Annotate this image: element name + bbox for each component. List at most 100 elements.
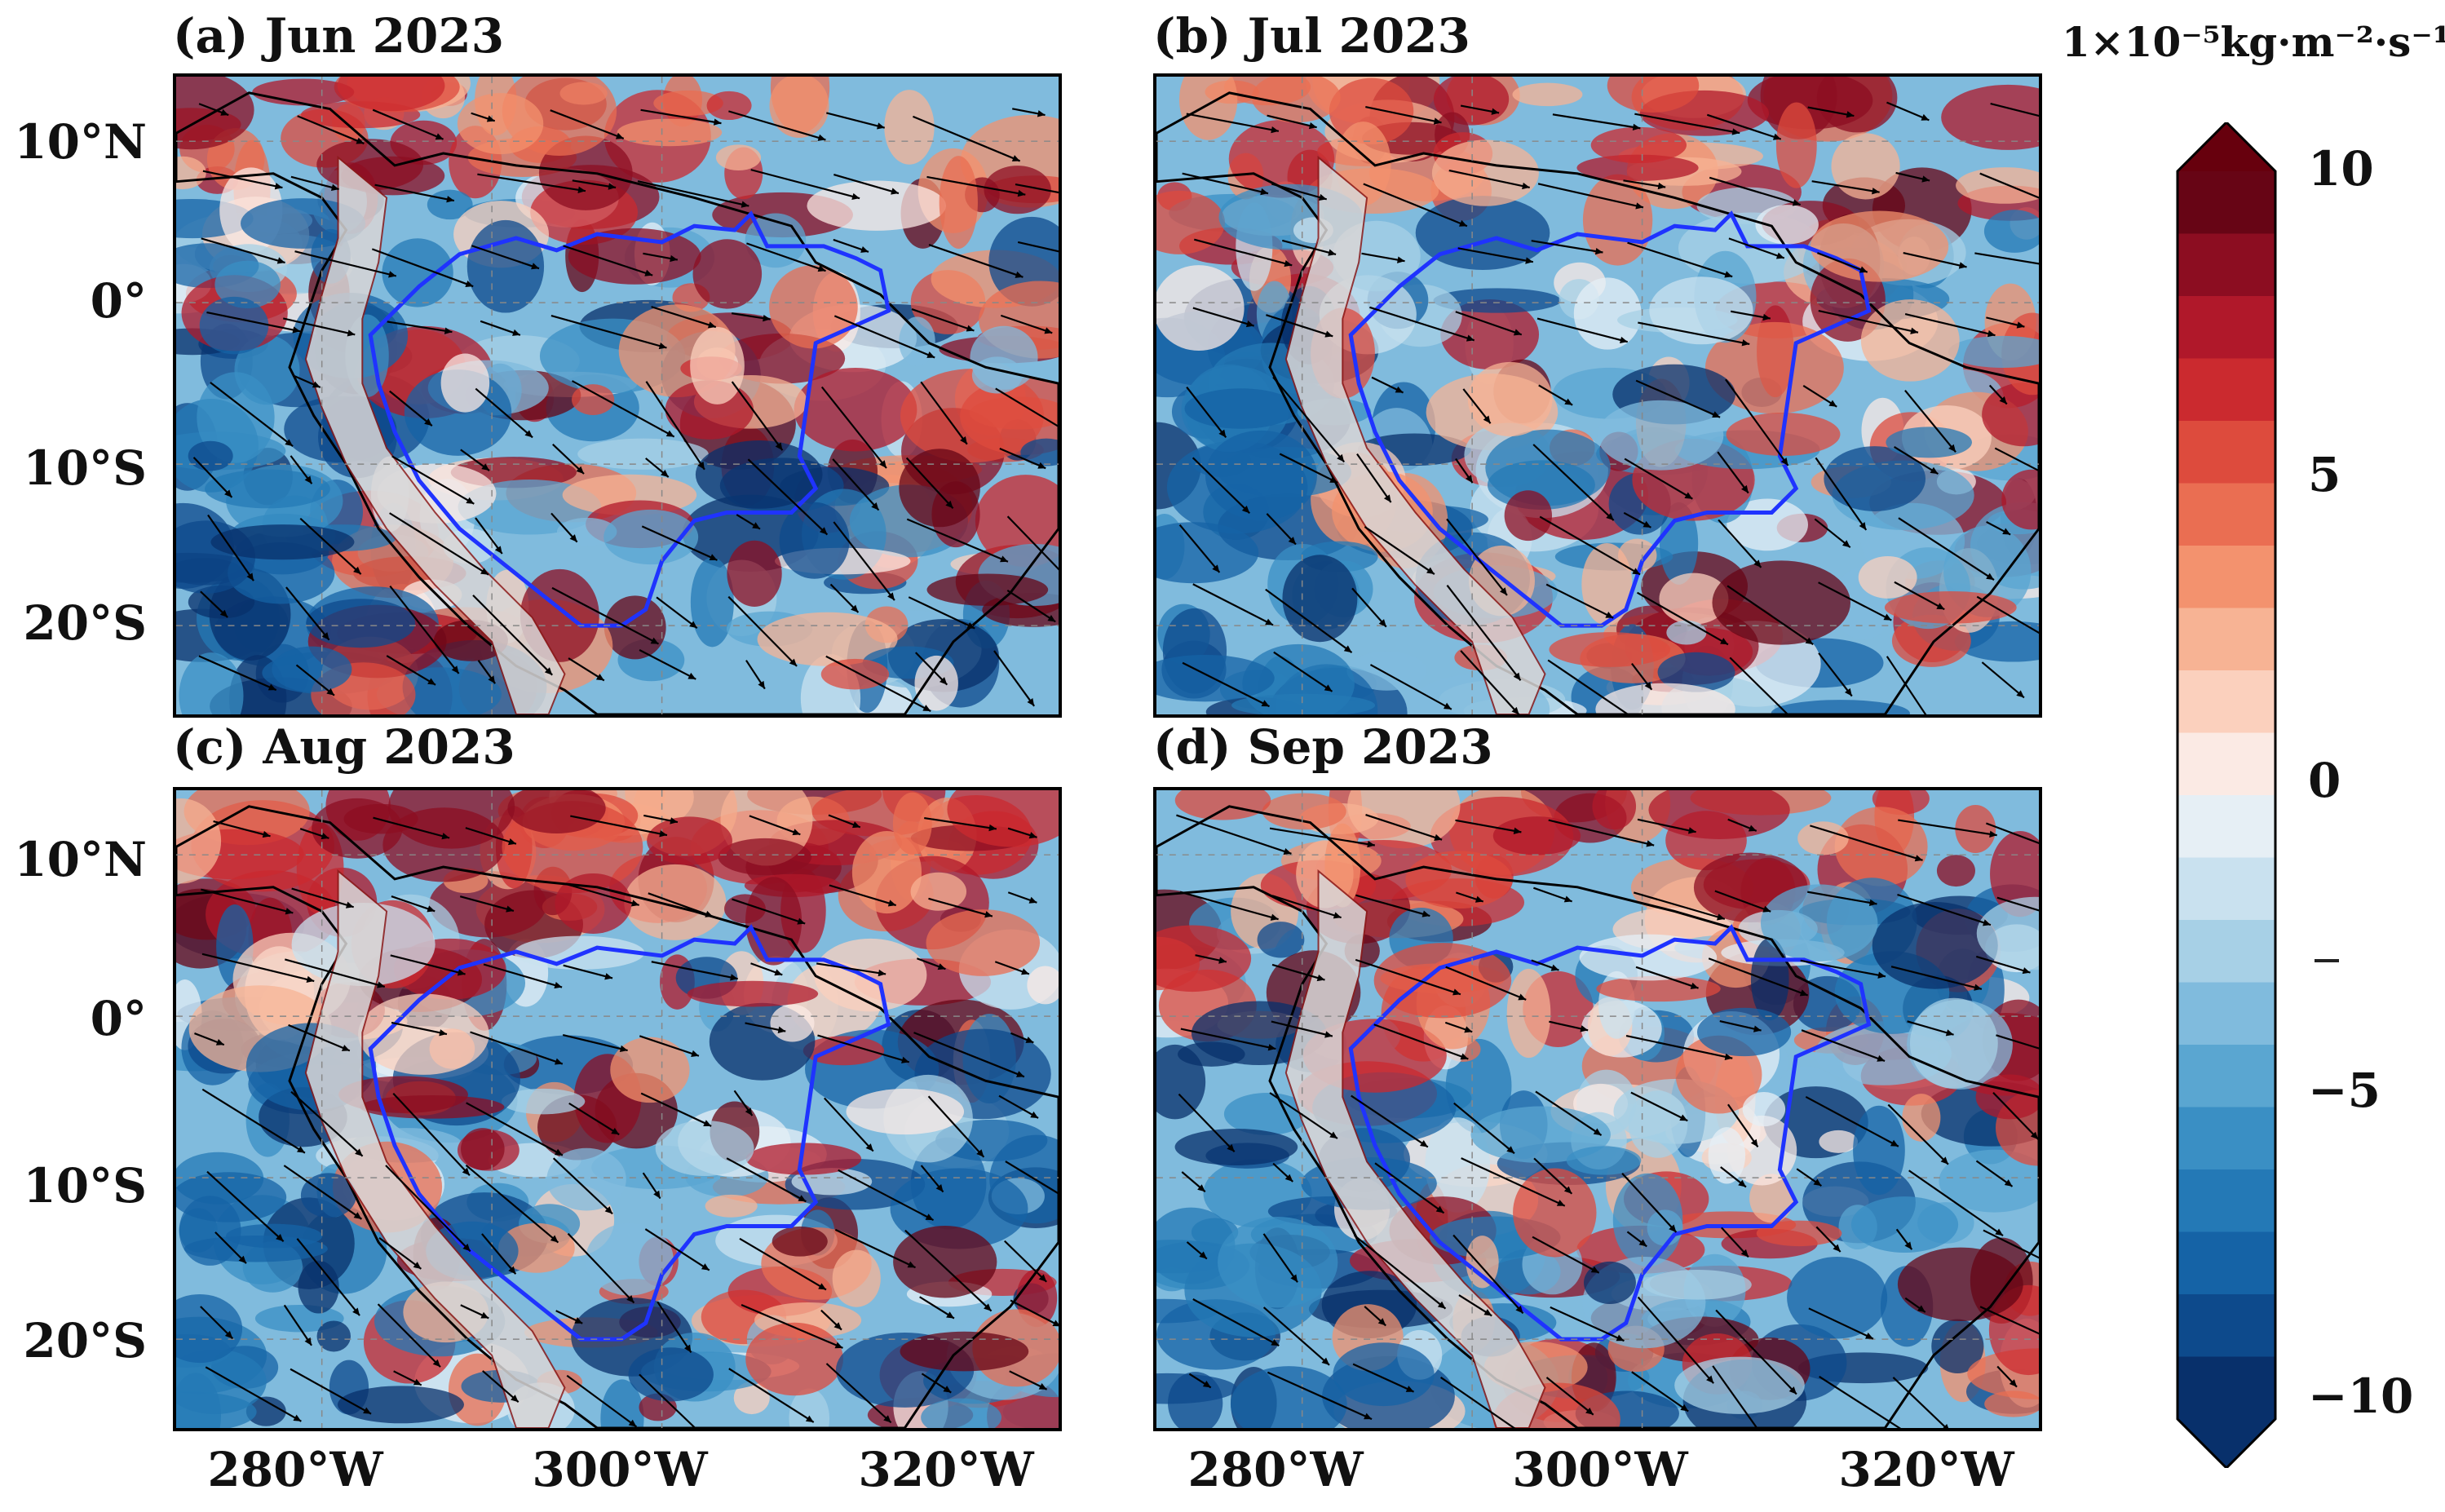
colorbar-segment	[2178, 732, 2275, 796]
flux-arrow-head	[238, 1255, 246, 1264]
colorbar-segment	[2178, 483, 2275, 546]
flux-arrow	[1354, 1234, 1447, 1310]
field-blob	[1990, 831, 2039, 917]
flux-arrow	[1000, 314, 1053, 334]
field-blob	[316, 139, 424, 191]
field-blob	[337, 1386, 464, 1424]
flux-arrow	[1897, 893, 1992, 926]
field-blob	[1347, 790, 1461, 849]
flux-arrow-head	[819, 527, 828, 535]
flux-arrow	[572, 179, 617, 189]
flux-arrow-head	[2022, 967, 2031, 975]
flux-arrow	[726, 1157, 807, 1203]
flux-arrow-head	[494, 546, 502, 555]
field-blob	[1228, 119, 1335, 198]
flux-arrow-head	[1028, 896, 1037, 904]
field-blob	[899, 316, 935, 366]
field-blob	[546, 1147, 626, 1211]
flux-arrow-head	[691, 1050, 699, 1057]
flux-arrow	[198, 655, 277, 692]
flux-arrow-head	[877, 122, 885, 130]
andes-terrain	[1284, 869, 1546, 1428]
flux-arrow	[205, 1366, 302, 1422]
colorbar-segment	[2178, 920, 2275, 984]
flux-arrow-head	[1690, 982, 1699, 989]
flux-arrow	[1807, 891, 1877, 905]
flux-arrow-head	[1283, 847, 1292, 855]
flux-arrow	[290, 175, 339, 191]
flux-arrow	[201, 1088, 306, 1154]
flux-arrow	[1634, 113, 1740, 135]
flux-arrow-head	[1513, 329, 1522, 336]
flux-arrow-head	[1333, 912, 1342, 919]
flux-arrow	[389, 390, 433, 427]
flux-arrow-head	[1227, 1143, 1235, 1152]
flux-arrow	[1728, 237, 1785, 259]
flux-arrow	[1706, 113, 1782, 140]
flux-arrow-head	[883, 1415, 891, 1423]
flux-arrow-head	[797, 917, 806, 925]
field-blob	[210, 524, 355, 560]
flux-arrow-head	[1241, 506, 1250, 514]
flux-arrow-head	[1775, 252, 1784, 259]
flux-arrow-head	[1877, 1054, 1886, 1062]
flux-arrow	[1638, 321, 1750, 346]
colorbar-segment	[2178, 171, 2275, 235]
flux-arrow-head	[628, 1419, 637, 1427]
flux-arrow-head	[1434, 833, 1443, 841]
field-blob	[1982, 382, 2039, 447]
flux-arrow	[1983, 1229, 2039, 1259]
flux-arrow-head	[1868, 899, 1877, 907]
flux-arrow-head	[871, 502, 879, 511]
flux-arrow	[563, 245, 653, 276]
colorbar-graphic	[2176, 120, 2277, 1470]
field-blob	[1205, 430, 1317, 521]
flux-arrow-head	[1780, 458, 1788, 466]
flux-arrow-head	[630, 900, 639, 907]
flux-arrow-head	[701, 1263, 710, 1271]
flux-arrow-head	[1329, 1131, 1337, 1139]
flux-arrow-head	[851, 604, 859, 612]
field-blob	[1666, 620, 1707, 645]
flux-arrow-head	[1717, 913, 1725, 921]
field-blob	[1282, 555, 1358, 643]
flux-arrow-head	[2002, 528, 2011, 535]
flux-arrow	[571, 380, 675, 438]
amazon-basin-outline	[368, 924, 891, 1342]
flux-arrow-head	[512, 329, 520, 336]
flux-arrow	[928, 897, 993, 917]
flux-arrow-head	[1260, 188, 1268, 196]
flux-arrow	[1548, 819, 1655, 847]
flux-arrow	[285, 586, 330, 641]
flux-arrow-head	[330, 183, 339, 191]
flux-arrow	[1446, 585, 1522, 681]
flux-arrow	[741, 1303, 843, 1349]
colorbar-segment	[2178, 421, 2275, 484]
flux-arrow-head	[1321, 1357, 1330, 1365]
flux-arrow-head	[1308, 122, 1317, 130]
map-panel-a	[173, 73, 1062, 718]
flux-arrow-head	[441, 833, 450, 840]
field-blob	[466, 219, 545, 313]
field-blob	[926, 909, 1041, 976]
flux-arrow	[1800, 959, 1886, 978]
field-blob	[769, 77, 829, 139]
flux-arrow	[290, 1368, 372, 1415]
flux-arrow-head	[1199, 1251, 1207, 1259]
flux-arrow-head	[709, 554, 718, 561]
field-blob	[647, 816, 732, 865]
flux-arrow-head	[574, 1317, 583, 1324]
flux-arrow-head	[670, 817, 678, 825]
flux-arrow-head	[508, 1266, 516, 1275]
flux-arrow	[282, 317, 356, 336]
flux-arrow-head	[688, 672, 696, 679]
field-blob	[312, 798, 403, 859]
flux-arrow-head	[1518, 993, 1527, 1001]
flux-arrow	[832, 458, 880, 511]
flux-arrow-head	[1011, 155, 1020, 161]
flux-arrow-head	[1435, 1205, 1444, 1214]
flux-arrow	[475, 517, 503, 555]
flux-arrow	[201, 953, 315, 983]
flux-arrow	[1192, 1298, 1280, 1346]
flux-arrow-head	[550, 1235, 559, 1243]
